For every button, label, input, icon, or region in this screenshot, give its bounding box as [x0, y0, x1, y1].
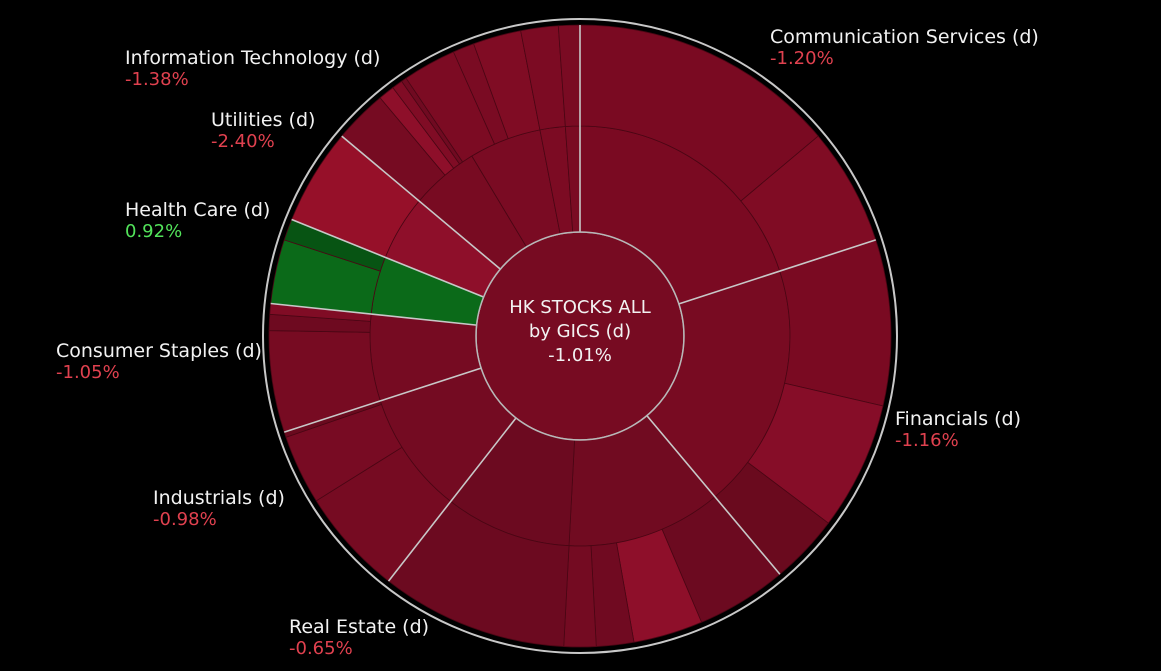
sector-label-information-technology: Information Technology (d) — [125, 47, 380, 69]
center-outline — [475, 231, 685, 441]
sector-label-industrials: Industrials (d) — [153, 487, 285, 509]
center-value: -1.01% — [548, 345, 612, 366]
boundary-health-care — [270, 302, 477, 326]
sector-value-health-care: 0.92% — [125, 221, 182, 242]
sector-label-utilities: Utilities (d) — [211, 109, 315, 131]
sector-value-consumer-staples: -1.05% — [56, 362, 120, 383]
boundary-real-estate — [646, 415, 781, 575]
center-title: HK STOCKS ALL — [509, 297, 651, 318]
boundary-information-technology — [341, 135, 501, 270]
sector-labels: Communication Services (d) -1.20% Financ… — [56, 26, 1039, 659]
boundary-utilities — [291, 218, 484, 298]
sector-label-real-estate: Real Estate (d) — [289, 616, 429, 638]
center-label: HK STOCKS ALL by GICS (d) -1.01% — [509, 297, 651, 366]
sector-value-utilities: -2.40% — [211, 131, 275, 152]
sector-value-communication-services: -1.20% — [770, 48, 834, 69]
sector-label-financials: Financials (d) — [895, 408, 1021, 430]
outer-border — [262, 18, 898, 654]
sector-value-industrials: -0.98% — [153, 509, 217, 530]
sector-value-financials: -1.16% — [895, 430, 959, 451]
sector-label-communication-services: Communication Services (d) — [770, 26, 1039, 48]
center-subtitle: by GICS (d) — [529, 321, 631, 342]
sector-boundaries — [270, 25, 877, 582]
sector-label-health-care: Health Care (d) — [125, 199, 270, 221]
boundary-financials — [678, 239, 877, 305]
sector-label-consumer-staples: Consumer Staples (d) — [56, 340, 262, 362]
sector-value-information-technology: -1.38% — [125, 69, 189, 90]
boundary-consumer-staples — [283, 367, 482, 433]
sunburst-rings — [268, 24, 892, 648]
sector-value-real-estate: -0.65% — [289, 638, 353, 659]
boundary-industrials — [387, 417, 517, 582]
